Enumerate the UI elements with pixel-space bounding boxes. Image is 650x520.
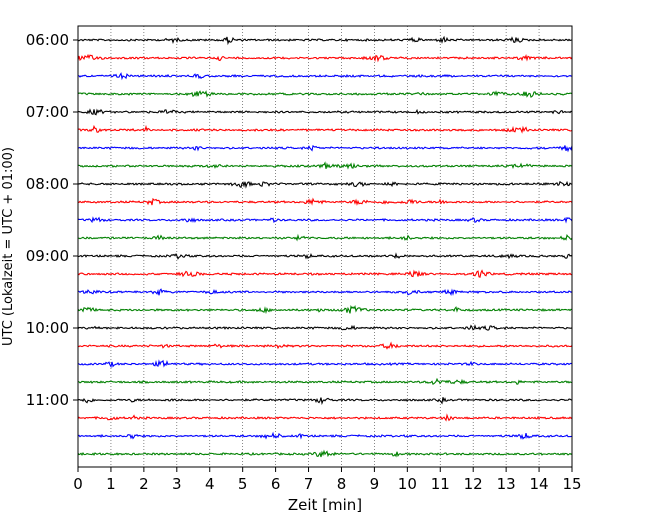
- x-tick-label: 7: [304, 475, 314, 493]
- trace-0615: [77, 53, 573, 63]
- y-tick-label: 11:00: [26, 391, 69, 409]
- x-tick-label: 10: [398, 475, 417, 493]
- y-tick-label: 07:00: [26, 103, 69, 121]
- x-tick-label: 2: [139, 475, 149, 493]
- x-tick-label: 3: [172, 475, 182, 493]
- x-tick-label: 0: [73, 475, 83, 493]
- trace-1000: [77, 324, 573, 331]
- plot-frame: [77, 25, 573, 468]
- trace-0915: [77, 269, 573, 278]
- x-tick-label: 12: [464, 475, 483, 493]
- trace-0745: [77, 161, 573, 170]
- x-tick-label: 13: [497, 475, 516, 493]
- x-tick-label: 9: [370, 475, 380, 493]
- trace-0700: [77, 108, 573, 116]
- trace-1030: [77, 359, 573, 369]
- trace-0715: [77, 124, 573, 134]
- trace-0800: [77, 180, 573, 189]
- trace-1115: [77, 413, 573, 422]
- trace-1130: [77, 431, 573, 440]
- y-tick-label: 06:00: [26, 31, 69, 49]
- x-tick-label: 8: [337, 475, 347, 493]
- trace-0845: [77, 233, 573, 242]
- x-tick-label: 15: [562, 475, 581, 493]
- y-axis-ticks: 06:00 07:00 08:00 09:00 10:00 11:00: [26, 31, 78, 409]
- x-tick-label: 11: [431, 475, 450, 493]
- x-tick-label: 4: [205, 475, 215, 493]
- trace-0900: [77, 252, 573, 260]
- trace-0600: [77, 35, 573, 46]
- y-tick-label: 08:00: [26, 175, 69, 193]
- trace-0815: [77, 197, 573, 206]
- x-tick-label: 6: [271, 475, 281, 493]
- trace-0830: [77, 216, 573, 224]
- trace-0630: [77, 72, 573, 81]
- trace-0945: [77, 304, 573, 315]
- x-tick-label: 1: [106, 475, 116, 493]
- trace-0730: [77, 144, 573, 153]
- x-tick-label: 5: [238, 475, 248, 493]
- trace-0645: [77, 90, 573, 98]
- trace-1145: [77, 449, 573, 458]
- trace-1045: [77, 377, 573, 386]
- x-axis-label: Zeit [min]: [288, 496, 362, 514]
- y-tick-label: 09:00: [26, 247, 69, 265]
- trace-1100: [77, 397, 573, 406]
- x-axis-ticks: 0 1 2 3 4 5 6 7 8 9 10 11 12 13 14 15: [73, 467, 582, 493]
- y-tick-label: 10:00: [26, 319, 69, 337]
- y-axis-label: UTC (Lokalzeit = UTC + 01:00): [1, 147, 16, 346]
- trace-1015: [77, 341, 573, 350]
- trace-0930: [77, 288, 573, 297]
- seismogram-traces: [77, 35, 573, 458]
- x-tick-label: 14: [530, 475, 549, 493]
